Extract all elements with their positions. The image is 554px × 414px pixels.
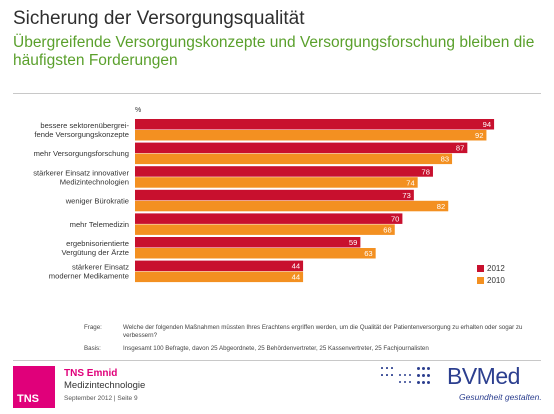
company-name: TNS Emnid bbox=[64, 368, 118, 379]
bar-2012-mehr-versorgungsforschung bbox=[135, 142, 468, 154]
category-label-1: mehr Versorgungsforschung bbox=[34, 149, 129, 158]
bar-2012-weniger-bürokratie bbox=[135, 189, 414, 201]
bar-2010-bessere-sektorenübergrei-fende bbox=[135, 130, 487, 141]
data-label-2010-1: 83 bbox=[441, 155, 449, 164]
footnote-basis: Basis: Insgesamt 100 Befragte, davon 25 … bbox=[84, 345, 544, 354]
legend-swatch-2010 bbox=[477, 277, 484, 284]
data-label-2012-2: 78 bbox=[422, 167, 430, 176]
bvmed-dots-icon bbox=[381, 367, 441, 389]
data-label-2010-3: 82 bbox=[437, 202, 445, 211]
bvmed-dot bbox=[409, 374, 412, 377]
category-label-0: bessere sektorenübergrei-fende Versorgun… bbox=[34, 121, 129, 139]
bvmed-dot bbox=[417, 367, 421, 371]
category-label-4: mehr Telemedizin bbox=[70, 220, 129, 229]
chart-title: Sicherung der Versorgungsqualität bbox=[13, 8, 305, 29]
footnote-question-text: Welche der folgenden Maßnahmen müssten I… bbox=[123, 324, 523, 339]
footnote-question: Frage: Welche der folgenden Maßnahmen mü… bbox=[84, 324, 544, 342]
data-label-2010-0: 92 bbox=[475, 131, 483, 140]
bar-2010-stärkerer-einsatz-moderner-med bbox=[135, 271, 304, 283]
bvmed-dot bbox=[422, 374, 426, 378]
bvmed-dot bbox=[422, 367, 426, 371]
chart-subtitle: Übergreifende Versorgungskonzepte und Ve… bbox=[13, 34, 535, 69]
legend-item-2010: 2010 bbox=[477, 276, 505, 285]
bvmed-dot bbox=[391, 374, 393, 376]
bvmed-dot bbox=[386, 374, 388, 376]
project-name: Medizintechnologie bbox=[64, 380, 146, 391]
bvmed-dot bbox=[404, 381, 407, 384]
category-label-5: ergebnisorientierte Vergütung der Ärzte bbox=[61, 239, 129, 257]
bvmed-dot bbox=[422, 381, 426, 385]
category-label-2: stärkerer Einsatz innovativer Medizintech… bbox=[33, 168, 129, 186]
data-label-2012-1: 87 bbox=[456, 144, 464, 153]
bottom-divider bbox=[13, 360, 541, 361]
bvmed-slogan: Gesundheit gestalten. bbox=[459, 392, 542, 402]
bar-2010-mehr-versorgungsforschung bbox=[135, 153, 453, 165]
bar-2012-bessere-sektorenübergrei-fende bbox=[135, 119, 495, 130]
data-label-2010-5: 63 bbox=[364, 249, 372, 258]
bvmed-dot bbox=[417, 381, 421, 385]
bvmed-dot bbox=[417, 374, 421, 378]
bar-2012-stärkerer-einsatz-innovativer- bbox=[135, 166, 433, 177]
bar-2010-mehr-telemedizin bbox=[135, 224, 395, 235]
axis-unit-label: % bbox=[135, 107, 141, 114]
bvmed-dot bbox=[391, 367, 393, 369]
bvmed-dot bbox=[427, 367, 431, 371]
tns-logo-text: TNS bbox=[17, 393, 39, 405]
tns-logo: TNS bbox=[13, 366, 55, 408]
legend-swatch-2012 bbox=[477, 265, 484, 272]
data-label-2012-6: 44 bbox=[292, 262, 300, 271]
footnote-basis-text: Insgesamt 100 Befragte, davon 25 Abgeord… bbox=[123, 345, 429, 352]
data-label-2012-3: 73 bbox=[402, 191, 410, 200]
bar-chart: % bessere sektorenübergrei-fende Versorgu… bbox=[33, 107, 495, 283]
footnote-question-label: Frage: bbox=[84, 324, 102, 331]
bvmed-dot bbox=[409, 381, 412, 384]
data-label-2012-5: 59 bbox=[349, 238, 357, 247]
bar-2010-ergebnisorientierte-vergütung- bbox=[135, 248, 376, 259]
bar-2012-mehr-telemedizin bbox=[135, 213, 403, 224]
top-divider bbox=[13, 93, 541, 94]
bvmed-logo: BVMed Gesundheit gestalten. bbox=[381, 363, 542, 407]
data-label-2012-0: 94 bbox=[483, 120, 491, 129]
category-label-3: weniger Bürokratie bbox=[65, 196, 129, 205]
data-label-2012-4: 70 bbox=[391, 215, 399, 224]
legend-label-2010: 2010 bbox=[487, 276, 505, 285]
footnote-basis-label: Basis: bbox=[84, 345, 101, 352]
date-page: September 2012 | Seite 9 bbox=[64, 395, 138, 402]
bvmed-dot bbox=[427, 381, 431, 385]
data-label-2010-6: 44 bbox=[292, 273, 300, 282]
bvmed-dot bbox=[386, 367, 388, 369]
bvmed-dot bbox=[427, 374, 431, 378]
bvmed-dot bbox=[404, 374, 407, 377]
data-label-2010-4: 68 bbox=[383, 226, 391, 235]
bvmed-dot bbox=[399, 374, 402, 377]
bvmed-dot bbox=[381, 367, 383, 369]
bvmed-dot bbox=[399, 381, 402, 384]
legend-item-2012: 2012 bbox=[477, 264, 505, 273]
data-label-2010-2: 74 bbox=[406, 178, 414, 187]
category-label-6: stärkerer Einsatz moderner Medikamente bbox=[49, 263, 129, 281]
bvmed-name: BVMed bbox=[447, 363, 520, 389]
bvmed-dot bbox=[381, 374, 383, 376]
bar-2012-ergebnisorientierte-vergütung- bbox=[135, 237, 361, 248]
legend-label-2012: 2012 bbox=[487, 264, 505, 273]
bar-2010-stärkerer-einsatz-innovativer- bbox=[135, 177, 418, 188]
bar-2010-weniger-bürokratie bbox=[135, 200, 449, 212]
bar-2012-stärkerer-einsatz-moderner-med bbox=[135, 260, 304, 272]
